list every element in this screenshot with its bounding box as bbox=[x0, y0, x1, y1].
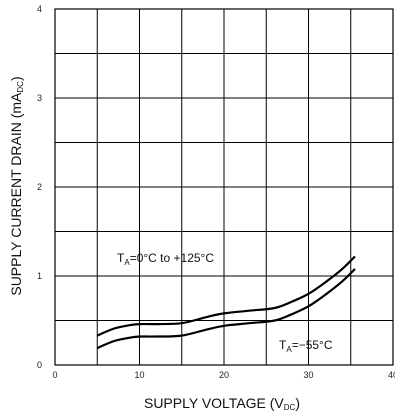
x-axis-title-end: ) bbox=[295, 395, 300, 411]
grid-lines bbox=[54, 8, 394, 366]
annotation-lower-curve: TA=−55°C bbox=[279, 338, 333, 354]
y-tick-label-2: 2 bbox=[37, 182, 42, 192]
x-tick-label-1: 10 bbox=[134, 370, 144, 380]
y-axis-title: SUPPLY CURRENT DRAIN (mADC) bbox=[8, 76, 25, 295]
annotation-lower-text: =−55°C bbox=[292, 338, 333, 352]
series-line-0 bbox=[96, 255, 356, 337]
y-tick-label-3: 3 bbox=[37, 93, 42, 103]
plot-frame bbox=[54, 8, 394, 366]
series-lines bbox=[96, 255, 356, 350]
y-tick-labels: 0 1 2 3 4 bbox=[37, 4, 42, 370]
x-tick-label-0: 0 bbox=[52, 370, 57, 380]
y-axis-title-sub: DC bbox=[16, 81, 25, 93]
annotation-upper-text: =0°C to +125°C bbox=[130, 251, 215, 265]
x-axis-title-main: SUPPLY VOLTAGE (V bbox=[144, 395, 284, 411]
annotation-upper-t: T bbox=[117, 251, 125, 265]
x-tick-label-2: 20 bbox=[219, 370, 229, 380]
x-tick-label-3: 30 bbox=[303, 370, 313, 380]
x-axis-title-sub: DC bbox=[284, 403, 296, 412]
y-axis-title-end: ) bbox=[8, 76, 24, 81]
x-tick-label-4: 40 bbox=[388, 370, 395, 380]
y-tick-label-0: 0 bbox=[37, 360, 42, 370]
annotation-lower-t: T bbox=[279, 338, 287, 352]
annotation-lower-sub: A bbox=[286, 345, 292, 354]
annotation-upper-sub: A bbox=[124, 258, 130, 267]
annotation-upper-curve: TA=0°C to +125°C bbox=[117, 251, 214, 267]
x-tick-labels: 0 10 20 30 40 bbox=[52, 370, 395, 380]
series-line-1 bbox=[96, 268, 356, 350]
y-tick-label-4: 4 bbox=[37, 4, 42, 14]
x-axis-title: SUPPLY VOLTAGE (VDC) bbox=[144, 395, 300, 412]
y-axis-title-main: SUPPLY CURRENT DRAIN (mA bbox=[8, 92, 24, 296]
y-tick-label-1: 1 bbox=[37, 271, 42, 281]
